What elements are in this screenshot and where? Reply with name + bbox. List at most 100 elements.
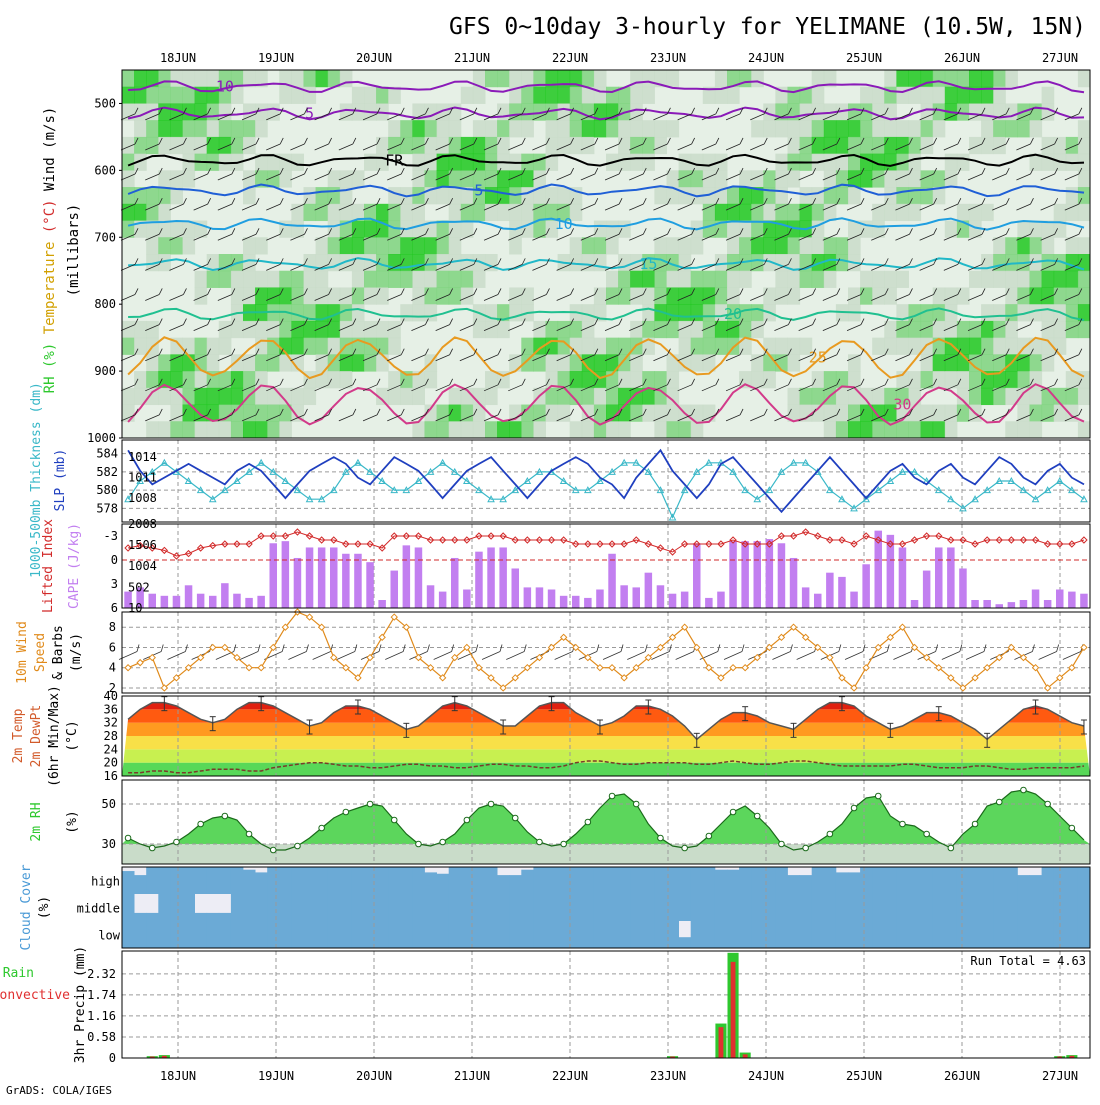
wind-point [826, 653, 834, 662]
rh-cell [472, 170, 486, 188]
wind-barb [362, 324, 378, 331]
wind-barb-flag [739, 378, 744, 385]
rh-cell [678, 270, 692, 288]
rh-cell [279, 170, 292, 188]
cloud-cell [122, 894, 135, 921]
rh-cell [823, 70, 837, 88]
rh-cell [412, 187, 425, 205]
wind-barb [169, 143, 184, 151]
cape-bar [184, 585, 193, 608]
rh-cell [835, 103, 849, 121]
wind-barb-flag [1030, 228, 1034, 235]
wind-point [995, 653, 1003, 662]
wind-barb [653, 354, 668, 362]
wind-barb [338, 324, 354, 331]
y-tick-label: 2 [109, 681, 116, 695]
wind-barb [362, 113, 378, 121]
cloud-cell [642, 867, 655, 894]
cloud-cell [424, 872, 437, 894]
wind-barb-flag [836, 167, 841, 175]
wind-barb [266, 384, 281, 392]
wind-barb [750, 324, 765, 331]
wind-barb-flag [1005, 167, 1010, 175]
wind-barb [435, 384, 450, 392]
rh-cell [267, 354, 280, 372]
rh-cell [243, 270, 256, 288]
y-tick-label: 40 [104, 689, 118, 703]
li-point [777, 532, 786, 540]
cape-tick: 2008 [128, 517, 157, 531]
wind-barb-flag [546, 378, 550, 385]
rh-cell [618, 371, 631, 389]
wind-barb-flag [521, 318, 526, 325]
wind-barb [459, 324, 475, 331]
li-point [922, 532, 931, 540]
li-point [475, 532, 483, 540]
cloud-cell [993, 894, 1006, 921]
wind-barb-flag [183, 258, 187, 265]
cloud-cell [1029, 894, 1042, 921]
rh-cell [460, 287, 474, 305]
cloud-cell [315, 921, 329, 948]
rh-cell [122, 337, 135, 355]
rh-cell [618, 387, 631, 406]
y-tick-label: 20 [104, 756, 118, 770]
cape-bar [438, 591, 447, 608]
wind-barb [992, 384, 1007, 392]
wind-barb [772, 651, 791, 660]
wind-barb-flag [788, 288, 792, 295]
rh-cell [666, 237, 680, 255]
wind-barb [457, 651, 477, 660]
temp-label-line: 2m DewPt [29, 705, 44, 768]
rh-cell [158, 136, 171, 155]
rh-point [778, 840, 785, 848]
wind-barb [387, 173, 402, 181]
rh-cell [908, 86, 922, 104]
y-tick-label: 4 [109, 661, 116, 675]
cloud-cell [678, 894, 692, 921]
wind-barb-flag [207, 228, 212, 235]
wind-barb [871, 203, 886, 211]
y-tick-label: 28 [104, 729, 118, 743]
wind-point [717, 674, 725, 682]
cloud-cell [509, 921, 522, 948]
wind-barb-flag [691, 408, 696, 416]
wind-barb-flag [499, 644, 503, 652]
cloud-cell [364, 867, 377, 894]
rh-cell [255, 153, 268, 171]
rh-cell [146, 103, 159, 121]
rh-cell [1005, 270, 1018, 288]
rh-cell [134, 387, 147, 406]
wind-barb [532, 113, 547, 121]
wind-barb [145, 264, 160, 271]
wind-barb [362, 264, 378, 271]
cloud-cell [739, 894, 752, 921]
thickness-point [487, 495, 495, 503]
wind-barb-flag [739, 228, 744, 235]
thickness-point [692, 467, 701, 475]
rh-cell [956, 103, 970, 121]
wind-barb [629, 173, 644, 181]
rh-cell [920, 304, 934, 322]
cape-bar [136, 587, 144, 608]
cloud-cell [557, 867, 571, 894]
thickness-point [559, 476, 568, 484]
rh-cell [1005, 387, 1018, 406]
wind-barb [483, 113, 499, 121]
wind-barb-flag [836, 228, 841, 235]
rh-base [122, 844, 1090, 864]
rh-cell [1029, 287, 1043, 305]
wind-barb [798, 324, 813, 331]
li-point [729, 536, 737, 544]
rh-cell [388, 270, 401, 288]
rh-cell [884, 170, 897, 188]
wind-barb-flag [425, 107, 429, 115]
rh-cell [569, 371, 583, 389]
wind-barb-flag [594, 318, 599, 325]
rh-cell [279, 270, 292, 288]
rh-cell [727, 70, 740, 88]
wind-barb [314, 384, 329, 392]
rh-cell [618, 120, 631, 138]
wind-barb-flag [909, 408, 913, 416]
wind-point [342, 663, 350, 672]
